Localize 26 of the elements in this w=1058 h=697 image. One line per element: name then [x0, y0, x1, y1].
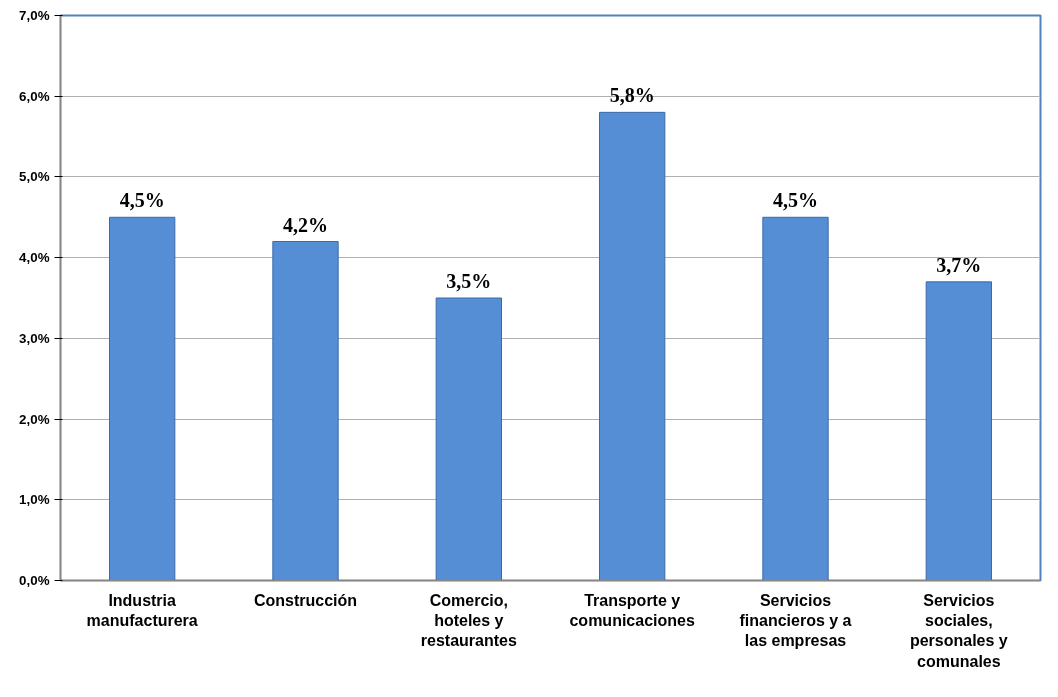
- y-tick-label: 6,0%: [19, 88, 50, 104]
- x-tick-label: Industria manufacturera: [86, 591, 198, 629]
- bar: [109, 216, 176, 581]
- data-label: 4,5%: [773, 189, 818, 212]
- y-tick-label: 2,0%: [19, 411, 50, 427]
- y-tick-label: 1,0%: [19, 492, 50, 508]
- y-tick-label: 0,0%: [19, 573, 50, 588]
- data-label: 4,2%: [283, 213, 328, 236]
- y-tick-label: 7,0%: [19, 8, 50, 23]
- bar: [435, 297, 502, 581]
- bar: [272, 241, 339, 581]
- data-label: 4,5%: [119, 189, 165, 212]
- x-tick-label: Servicios sociales, personales y comunales: [909, 591, 1008, 670]
- x-tick-label: Comercio, hoteles y restaurantes: [420, 591, 517, 650]
- y-tick-label: 4,0%: [19, 250, 50, 266]
- bar: [762, 216, 829, 581]
- y-tick-label: 5,0%: [19, 169, 50, 185]
- bar: [925, 281, 992, 581]
- bar: [599, 111, 666, 581]
- y-tick-label: 3,0%: [19, 330, 50, 346]
- data-label: 5,8%: [609, 84, 655, 107]
- x-tick-label: Servicios financieros y a las empresas: [739, 591, 852, 650]
- x-tick-label: Transporte y comunicaciones: [569, 591, 695, 629]
- data-label: 3,5%: [446, 270, 492, 292]
- x-tick-label: Construcción: [253, 591, 358, 609]
- data-label: 3,7%: [936, 253, 982, 276]
